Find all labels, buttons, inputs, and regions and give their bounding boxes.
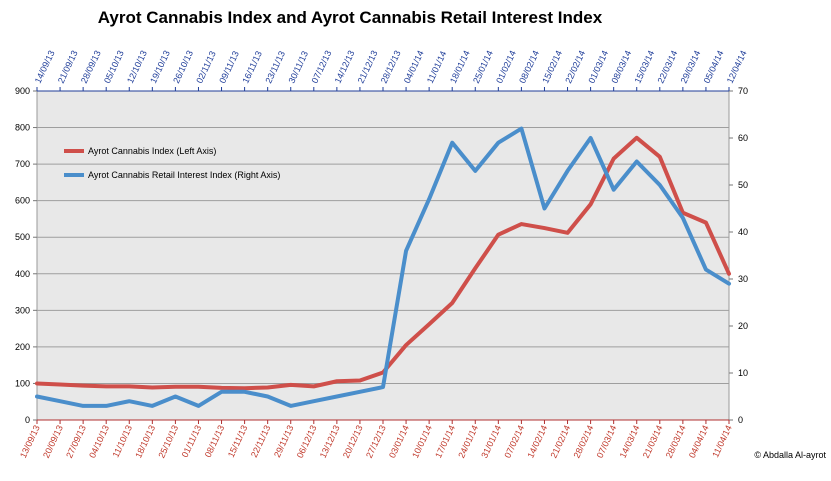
x-bottom-tick-label: 28/03/14 [664,424,688,460]
chart-title: Ayrot Cannabis Index and Ayrot Cannabis … [98,8,603,27]
x-top-tick-label: 25/01/14 [471,49,495,85]
x-top-tick-label: 21/09/13 [56,49,80,85]
x-top-tick-label: 01/03/14 [586,49,610,85]
x-top-tick-label: 23/11/13 [263,49,287,84]
series-line-1 [35,135,731,391]
x-bottom-tick-label: 04/10/13 [87,424,111,460]
y-right-tick-label: 70 [738,86,748,96]
x-top-tick-label: 18/01/14 [448,49,472,85]
y-left-tick-label: 500 [15,232,30,242]
plot-area [36,90,730,421]
y-left-tick-label: 300 [15,305,30,315]
x-top-tick-label: 07/12/13 [310,49,334,85]
y-right-tick-label: 30 [738,274,748,284]
x-bottom-tick-label: 10/01/14 [410,424,434,460]
x-bottom-tick-label: 04/04/14 [687,424,711,460]
x-bottom-tick-label: 11/10/13 [110,424,134,459]
x-top-tick-label: 01/02/14 [494,49,518,85]
x-bottom-tick-label: 14/02/14 [525,424,549,460]
x-bottom-tick-label: 27/12/13 [364,424,388,460]
x-bottom-tick-label: 20/09/13 [41,424,65,460]
y-left-tick-label: 200 [15,342,30,352]
x-bottom-tick-label: 13/12/13 [318,424,342,460]
x-bottom-tick-label: 27/09/13 [64,424,88,460]
x-top-tick-label: 28/12/13 [379,49,403,85]
x-bottom-tick-label: 21/03/14 [641,424,665,460]
y-left-tick-label: 600 [15,196,30,206]
x-top-tick-label: 05/04/14 [702,49,726,85]
x-top-tick-label: 14/12/13 [333,49,357,85]
x-bottom-tick-label: 31/01/14 [479,424,503,460]
x-top-tick-label: 02/11/13 [194,49,218,84]
x-top-tick-label: 04/01/14 [402,49,426,85]
x-top-tick-label: 21/12/13 [356,49,380,85]
x-top-tick-label: 14/09/13 [33,49,57,85]
x-bottom-tick-label: 08/11/13 [203,424,227,459]
x-bottom-tick-label: 20/12/13 [341,424,365,460]
x-top-tick-label: 08/02/14 [517,49,541,85]
x-top-tick-label: 16/11/13 [240,49,264,84]
x-bottom-tick-label: 07/03/14 [595,424,619,460]
x-bottom-tick-label: 01/11/13 [180,424,204,459]
x-top-tick-label: 28/09/13 [79,49,103,85]
x-top-tick-label: 05/10/13 [102,49,126,85]
y-left-tick-label: 700 [15,159,30,169]
x-top-tick-label: 08/03/14 [609,49,633,85]
series-line-2 [35,126,731,408]
x-top-tick-label: 19/10/13 [148,49,172,85]
y-right-tick-label: 20 [738,321,748,331]
y-right-tick-label: 40 [738,227,748,237]
x-top-tick-label: 26/10/13 [171,49,195,85]
x-bottom-tick-label: 24/01/14 [456,424,480,460]
x-top-tick-label: 22/02/14 [563,49,587,85]
y-right-tick-label: 10 [738,368,748,378]
x-bottom-tick-label: 21/02/14 [548,424,572,460]
x-bottom-tick-label: 03/01/14 [387,424,411,460]
x-top-tick-label: 09/11/13 [217,49,241,84]
y-right-tick-label: 60 [738,133,748,143]
legend-label-1: Ayrot Cannabis Index (Left Axis) [88,146,216,156]
x-top-tick-label: 15/02/14 [540,49,564,85]
x-bottom-tick-label: 25/10/13 [156,424,180,460]
y-left-tick-label: 0 [25,415,30,425]
x-bottom-tick-label: 06/12/13 [295,424,319,460]
x-bottom-tick-label: 17/01/14 [433,424,457,460]
x-top-tick-label: 12/10/13 [125,49,149,85]
x-top-tick-label: 22/03/14 [656,49,680,85]
x-top-tick-label: 29/03/14 [679,49,703,85]
x-top-tick-label: 30/11/13 [286,49,310,84]
y-left-tick-label: 900 [15,86,30,96]
x-top-tick-label: 12/04/14 [725,49,749,85]
x-bottom-tick-label: 13/09/13 [18,424,42,460]
y-right-tick-label: 50 [738,180,748,190]
credit-text: © Abdalla Al-ayrot [754,450,826,460]
x-bottom-tick-label: 11/04/14 [710,424,734,459]
x-top-tick-label: 15/03/14 [632,49,656,85]
y-left-tick-label: 100 [15,378,30,388]
x-bottom-tick-label: 28/02/14 [572,424,596,460]
y-right-tick-label: 0 [738,415,743,425]
x-bottom-tick-label: 29/11/13 [272,424,296,459]
x-bottom-tick-label: 07/02/14 [502,424,526,460]
legend-label-2: Ayrot Cannabis Retail Interest Index (Ri… [88,170,280,180]
y-left-tick-label: 400 [15,269,30,279]
x-top-tick-label: 11/01/14 [425,49,449,84]
x-bottom-tick-label: 18/10/13 [133,424,157,460]
x-bottom-tick-label: 22/11/13 [249,424,273,459]
x-bottom-tick-label: 14/03/14 [618,424,642,460]
x-bottom-tick-label: 15/11/13 [226,424,250,459]
y-left-tick-label: 800 [15,123,30,133]
